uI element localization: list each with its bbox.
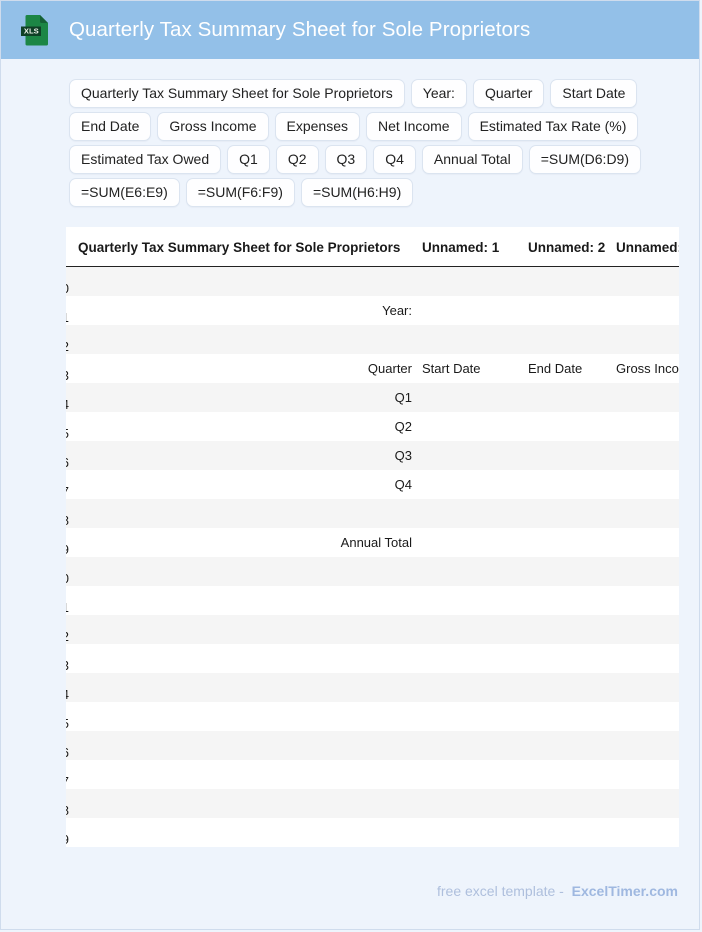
svg-text:XLS: XLS bbox=[24, 27, 39, 36]
